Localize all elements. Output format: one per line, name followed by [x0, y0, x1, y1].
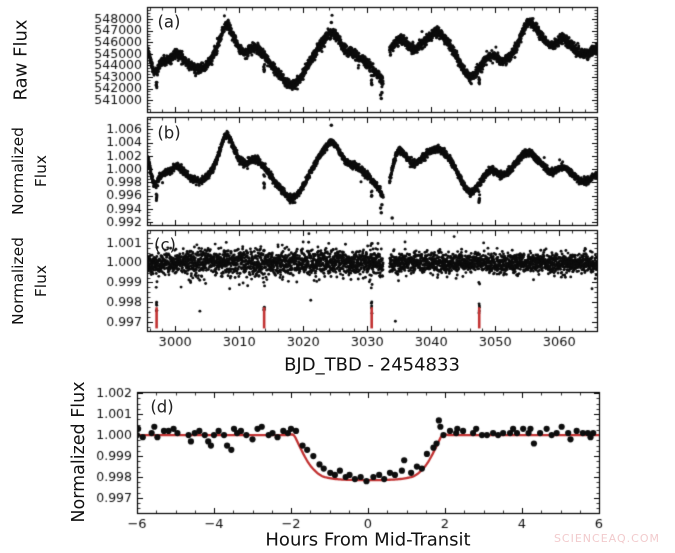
y-axis-label-raw-flux: Raw Flux	[10, 19, 32, 101]
y-axis-label-line: Flux	[32, 154, 50, 188]
panel-c-label: (c)	[154, 235, 176, 255]
x-axis-label-bjd: BJD_TBD - 2454833	[284, 354, 460, 376]
panel-d-label: (d)	[150, 397, 174, 417]
panel-b-label: (b)	[157, 123, 181, 143]
panel-a-label: (a)	[157, 12, 181, 32]
watermark: SCIENCEAQ.COM	[553, 532, 660, 545]
x-axis-label-hours: Hours From Mid-Transit	[265, 529, 471, 551]
y-axis-label-line: Normalized	[8, 127, 27, 215]
y-axis-label-normalized-flux-c: Normalized Flux	[7, 237, 54, 325]
y-axis-label-normalized-flux-b: Normalized Flux	[7, 127, 54, 215]
y-axis-label-line: Normalized	[8, 237, 27, 325]
y-axis-label-normalized-flux-d: Normalized Flux	[69, 381, 89, 523]
y-axis-label-line: Flux	[32, 264, 50, 298]
